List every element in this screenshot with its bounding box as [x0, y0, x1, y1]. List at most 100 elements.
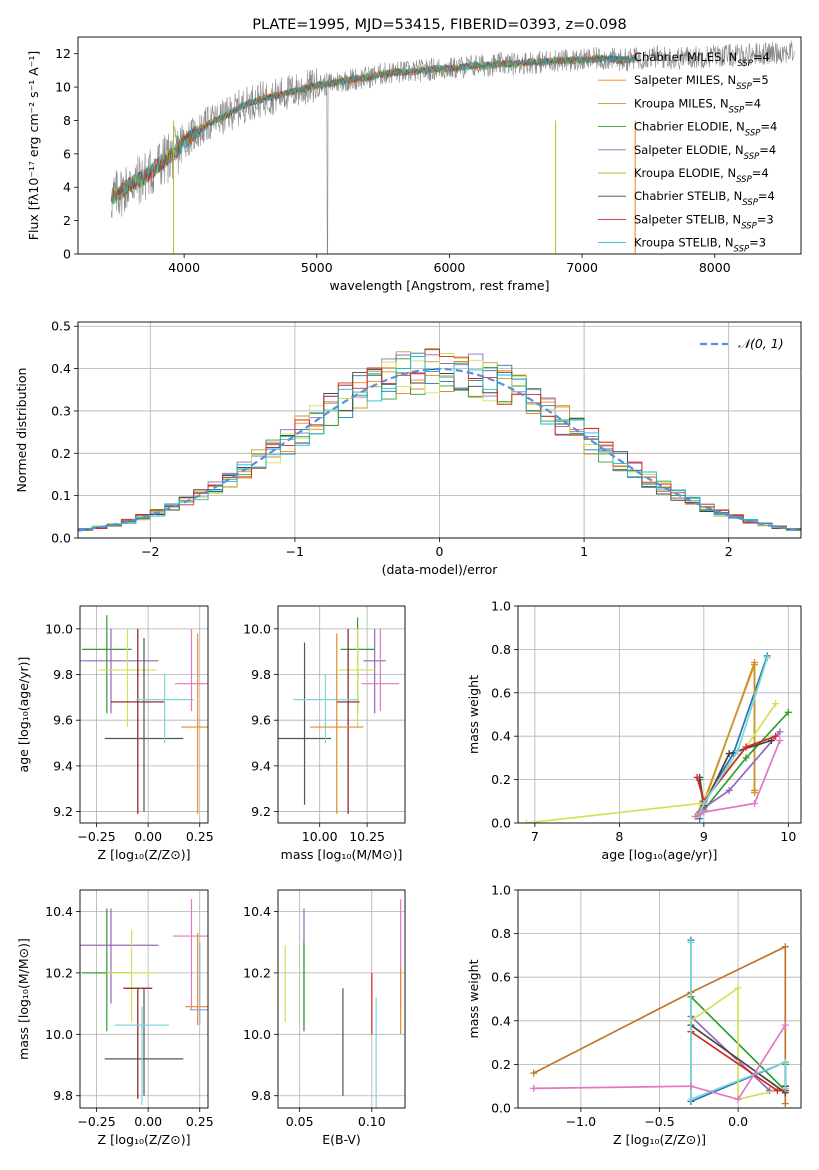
data-point-6 — [361, 628, 400, 712]
y-tick-label: 0.4 — [51, 361, 71, 376]
panel-weight_vs_age: 7 8 9 10 0.0 0.2 0.4 0.6 0.8 1.0 age [log₁₀(age/yr… — [466, 599, 802, 862]
legend-text: Salpeter STELIB, N — [634, 212, 741, 226]
observed-spectrum — [110, 40, 795, 254]
data-point-6 — [172, 899, 208, 1010]
x-tick-label: 8000 — [699, 260, 731, 275]
y-tick-label: 8 — [63, 113, 71, 128]
plot-area — [278, 617, 400, 814]
legend-entry-0: Chabrier MILES, NSSP=4 — [634, 50, 770, 69]
normal-reference-curve — [78, 367, 801, 532]
weight-marker — [734, 1095, 742, 1103]
y-tick-label: 0.2 — [491, 772, 511, 787]
data-point-7 — [310, 633, 364, 814]
weight-marker — [693, 773, 701, 781]
weight-marker — [772, 732, 780, 740]
y-tick-label: 10.0 — [45, 621, 73, 636]
y-tick-label: 10.4 — [45, 904, 73, 919]
y-tick-label: 9.6 — [53, 713, 73, 728]
data-point-2 — [106, 929, 157, 1023]
y-tick-label: 1.0 — [491, 883, 511, 898]
x-axis-label: Z [log₁₀(Z/Z⊙)] — [98, 1132, 191, 1147]
y-tick-label: 9.8 — [251, 667, 271, 682]
axes-frame — [77, 36, 802, 255]
y-tick-label: 9.6 — [251, 713, 271, 728]
y-tick-label: 0.0 — [51, 531, 71, 546]
legend-text: Chabrier STELIB, N — [634, 189, 742, 203]
data-point-4 — [278, 642, 332, 805]
weight-line-3 — [698, 711, 789, 813]
panel-weight_vs_Z: −1.0 −0.5 0.0 0.0 0.2 0.4 0.6 0.8 1.0 Z [log₁₀(Z/… — [466, 883, 802, 1147]
legend-tail: =4 — [752, 166, 769, 180]
x-tick-label: 4000 — [168, 260, 200, 275]
weight-marker — [781, 943, 789, 951]
y-tick-label: 0.4 — [491, 1013, 511, 1028]
weight-marker — [725, 750, 733, 758]
legend-subscript: SSP — [736, 82, 752, 92]
y-tick-label: 0.1 — [51, 488, 71, 503]
y-tick-label: 9.2 — [53, 804, 73, 819]
axes-frame — [277, 889, 406, 1109]
x-tick-label: 0.00 — [134, 1114, 162, 1129]
legend-tail: =4 — [759, 143, 776, 157]
y-tick-label: 0.8 — [491, 926, 511, 941]
weight-marker — [530, 1069, 538, 1077]
weight-line-8 — [698, 657, 769, 815]
y-tick-label: 0.3 — [51, 403, 71, 418]
data-point-3 — [123, 987, 153, 1099]
legend-entry-1: Salpeter MILES, NSSP=5 — [634, 73, 769, 92]
data-point-5 — [293, 674, 358, 744]
data-point-3 — [336, 628, 360, 814]
legend-tail: =4 — [753, 50, 770, 64]
weight-line-8 — [533, 1024, 787, 1101]
x-tick-label: 6000 — [434, 260, 466, 275]
y-tick-label: 10.0 — [45, 1027, 73, 1042]
y-tick-label: 9.2 — [251, 804, 271, 819]
weight-marker — [781, 1021, 789, 1029]
panel-residuals: −2 −1 0 1 2 0.0 0.1 0.2 0.3 0.4 0.5 (data-model)/er… — [14, 319, 802, 577]
weight-line-9 — [695, 740, 781, 818]
legend-subscript: SSP — [742, 198, 758, 208]
legend-text: Chabrier MILES, N — [634, 50, 737, 64]
weight-marker — [742, 754, 750, 762]
legend-subscript: SSP — [734, 245, 750, 255]
data-point-1 — [80, 628, 159, 714]
panel-age_vs_mass: 10.00 10.25 9.2 9.4 9.6 9.8 10.0 mass [log₁₀(M/… — [243, 605, 406, 862]
x-tick-label: 5000 — [301, 260, 333, 275]
y-tick-label: 0 — [63, 247, 71, 262]
weight-marker — [751, 789, 759, 797]
x-tick-label: 9 — [700, 829, 708, 844]
y-tick-label: 10 — [55, 80, 71, 95]
x-tick-label: 0.00 — [134, 829, 162, 844]
weight-marker — [776, 737, 784, 745]
x-tick-label: 0.25 — [186, 1114, 214, 1129]
legend-text: Kroupa MILES, N — [634, 96, 729, 110]
x-tick-label: 1 — [580, 544, 588, 559]
legend-entry-7: Salpeter STELIB, NSSP=3 — [634, 212, 774, 231]
weight-line-6 — [698, 739, 772, 809]
y-tick-label: 10.2 — [243, 965, 271, 980]
legend-entry-4: Salpeter ELODIE, NSSP=4 — [634, 143, 776, 162]
data-point-1 — [363, 628, 387, 714]
data-point-0 — [82, 908, 132, 1032]
legend-tail: =4 — [758, 189, 775, 203]
weight-line-7 — [696, 735, 776, 804]
weight-line-5 — [526, 703, 777, 823]
chart-title: PLATE=1995, MJD=53415, FIBERID=0393, z=0… — [252, 17, 626, 33]
weight-marker — [781, 1100, 789, 1108]
axes-frame — [79, 889, 209, 1109]
legend-entry-8: Kroupa STELIB, NSSP=3 — [634, 236, 766, 255]
panel-age_vs_Z: −0.25 0.00 0.25 9.2 9.4 9.6 9.8 10.0 Z [log₁₀(Z/… — [16, 605, 214, 862]
panel-mass_vs_ebv: 0.05 0.10 9.8 10.0 10.2 10.4 E(B-V) — [243, 889, 406, 1147]
x-tick-label: 10 — [780, 829, 796, 844]
weight-line-7 — [690, 942, 787, 1101]
x-tick-label: 7000 — [566, 260, 598, 275]
y-tick-label: 0.2 — [51, 446, 71, 461]
y-tick-label: 9.4 — [251, 758, 271, 773]
x-axis-label: Z [log₁₀(Z/Z⊙)] — [613, 1132, 706, 1147]
data-point-8 — [189, 942, 208, 1026]
weight-marker — [751, 799, 759, 807]
data-point-0 — [82, 615, 132, 714]
y-axis-label: mass weight — [466, 675, 481, 754]
